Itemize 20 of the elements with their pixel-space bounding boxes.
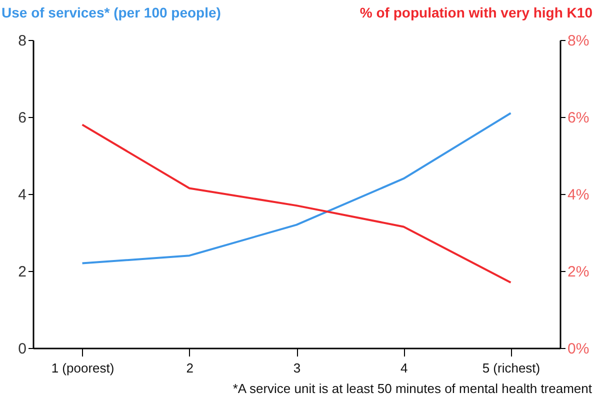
x-tick-label: 2 <box>186 360 194 376</box>
line-series <box>81 112 512 264</box>
y-tick-label: 2 <box>18 264 26 280</box>
y2-tick-label: 4% <box>568 186 590 204</box>
y2-tick-label: 0% <box>568 340 590 358</box>
text: *A service unit is at least 50 minutes of mental health treament <box>232 381 592 396</box>
y2-tick-label: 6% <box>568 110 590 126</box>
y2-tick-label: 2% <box>568 264 590 280</box>
y-tick-label: 0 <box>18 340 26 358</box>
y-tick-label: 6 <box>18 110 26 126</box>
x-tick-label: 4 <box>400 360 408 376</box>
y2-axis-title: % of population with very high K10 <box>360 4 593 20</box>
line-series <box>81 124 512 284</box>
y-tick-label: 8 <box>18 32 26 50</box>
x-tick-label: 3 <box>293 360 301 376</box>
y2-tick-label: 8% <box>568 32 590 50</box>
y-axis-title: Use of services* (per 100 people) <box>2 4 221 20</box>
x-tick-label: 1 (poorest) <box>51 360 114 376</box>
y-tick-label: 4 <box>18 186 26 204</box>
x-tick-label: 5 (richest) <box>482 360 540 376</box>
